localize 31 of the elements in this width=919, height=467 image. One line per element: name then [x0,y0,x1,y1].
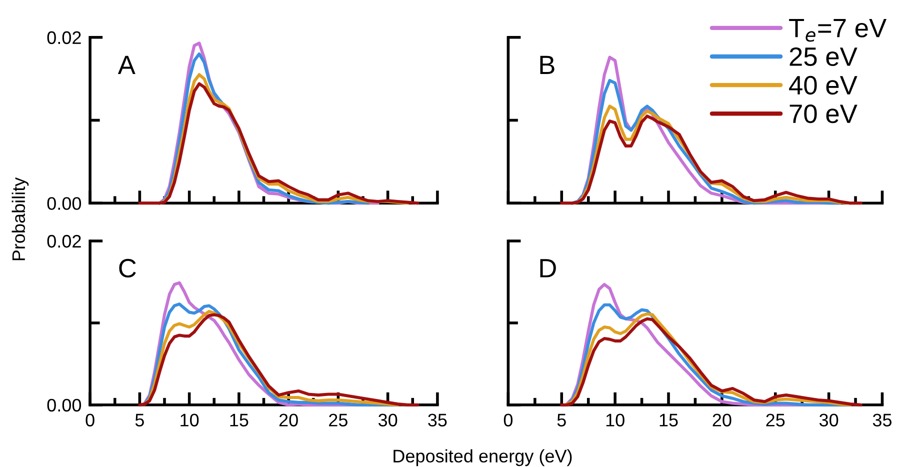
legend-label: 70 eV [790,104,858,124]
x-tick-label: 35 [872,414,892,426]
x-tick-label: 35 [428,414,447,426]
y-axis-title: Probability [12,177,29,260]
x-tick-label: 5 [135,414,144,426]
x-tick-label: 0 [86,414,94,426]
x-tick-label: 30 [378,414,398,426]
x-axis-title: Deposited energy (eV) [394,449,572,466]
text: B [540,56,554,74]
x-tick-label: 20 [712,414,732,426]
y-tick-label: 0.00 [47,398,82,412]
x-tick-label: 0 [504,414,513,426]
x-tick-label: 20 [279,414,298,426]
legend-label: T$_{e}$=7 eV [789,18,887,42]
y-tick-label: 0.00 [47,197,82,210]
x-tick-label: 25 [329,414,348,426]
text: A [118,56,136,74]
x-tick-label: 15 [230,414,248,426]
x-tick-label: 10 [606,414,624,426]
x-tick-label: 30 [819,414,838,426]
x-tick-label: 15 [660,414,678,426]
y-tick-label: 0.02 [47,31,81,44]
text: C [119,258,136,278]
text: D [540,259,556,278]
legend-label: 25 eV [790,47,858,66]
y-tick-label: 0.02 [47,234,81,248]
x-tick-label: 5 [557,414,566,426]
x-tick-label: 25 [766,414,785,426]
x-tick-label: 10 [180,414,199,426]
legend-label: 40 eV [789,76,858,95]
line-series [138,82,420,205]
